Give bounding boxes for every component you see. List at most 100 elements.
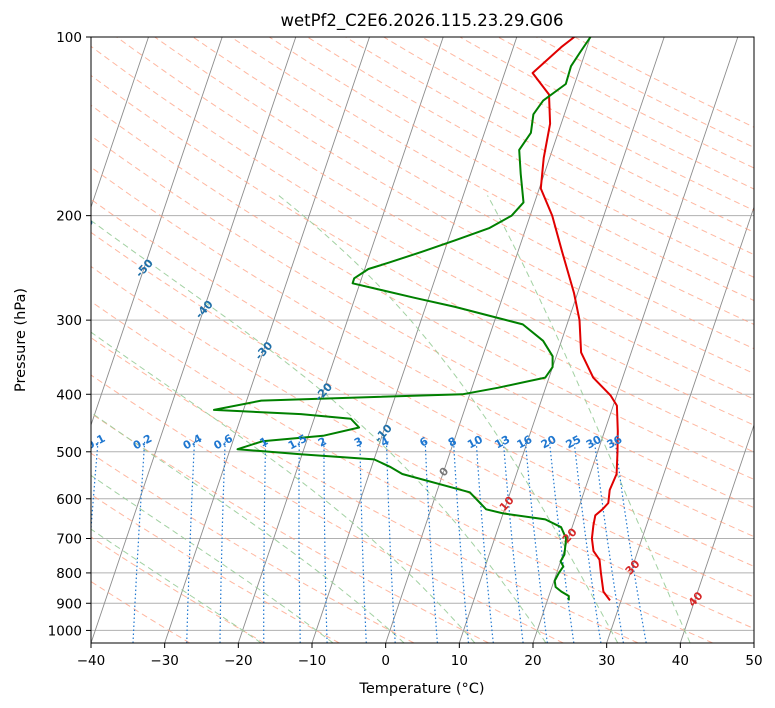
temperature-trace: [531, 37, 619, 601]
isotherm-label: -70: [14, 174, 37, 198]
dry-adiabat-line: [91, 166, 754, 538]
isotherm-line: [606, 205, 754, 643]
y-tick-label: 500: [56, 445, 82, 461]
dry-adiabat-line: [91, 104, 754, 480]
dry-adiabat-line: [91, 412, 489, 643]
dry-adiabat-line: [91, 231, 754, 598]
dry-adiabat-line: [497, 37, 754, 169]
dry-adiabat-line: [383, 37, 754, 233]
isotherm-label: -20: [312, 380, 335, 404]
isotherm-line: [91, 37, 149, 209]
moist-adiabat-line: [487, 195, 691, 643]
isotherm-label: 10: [497, 494, 517, 514]
mixing-ratio-label: 20: [539, 433, 559, 452]
isotherm-line: [311, 37, 518, 643]
dry-adiabat-line: [116, 37, 754, 400]
mixing-ratio-label: 1.5: [286, 432, 309, 453]
dry-adiabat-line: [91, 300, 713, 643]
mixing-ratio-label: 0.2: [131, 432, 154, 453]
dry-adiabat-line: [91, 536, 265, 643]
mixing-ratio-line: [91, 441, 99, 536]
isotherm-line: [164, 37, 370, 643]
dry-adiabat-line: [192, 37, 754, 350]
mixing-ratio-line: [548, 441, 575, 643]
mixing-ratio-line: [132, 441, 146, 643]
y-tick-label: 400: [56, 387, 82, 403]
mixing-ratio-label: 0.1: [84, 432, 107, 453]
moist-adiabat-line: [91, 331, 476, 643]
x-tick-label: 0: [381, 653, 390, 669]
isotherm-line: [753, 641, 754, 643]
isotherm-line: [458, 37, 665, 643]
dry-adiabat-line: [91, 337, 639, 643]
y-tick-label: 800: [56, 566, 82, 582]
axes: −40 −30 −20 −10 0 10 20 30 40 5010020030040050060…: [48, 30, 763, 669]
y-tick-label: 1000: [48, 623, 82, 639]
dry-adiabat-line: [536, 37, 754, 149]
dry-adiabat-line: [91, 45, 754, 426]
moist-adiabat-line: [91, 528, 262, 643]
x-tick-label: 20: [524, 653, 541, 669]
x-tick-label: −10: [298, 653, 327, 669]
mixing-ratio-label: 8: [446, 435, 459, 450]
mixing-ratio-label: 2: [316, 435, 329, 450]
grid-lines: [0, 37, 754, 643]
isotherm-line: [0, 37, 75, 643]
mixing-ratio-line: [573, 441, 602, 643]
dry-adiabat-line: [230, 37, 754, 325]
mixing-ratio-line: [359, 441, 367, 643]
y-tick-label: 300: [56, 313, 82, 329]
y-tick-label: 700: [56, 532, 82, 548]
moist-adiabat-line: [91, 474, 334, 643]
reference-lines: [91, 37, 754, 643]
mixing-ratio-label: 0.6: [212, 432, 236, 453]
x-tick-label: 40: [672, 653, 689, 669]
x-axis-title: Temperature (°C): [358, 681, 484, 697]
y-tick-label: 600: [56, 492, 82, 508]
mixing-ratio-label: 13: [493, 433, 513, 452]
dry-adiabat-line: [459, 37, 754, 190]
isotherm-label: -10: [372, 421, 395, 445]
x-tick-label: −20: [224, 653, 253, 669]
mixing-ratio-line: [323, 441, 328, 643]
x-tick-label: −30: [150, 653, 179, 669]
isotherm-label: 0: [437, 465, 452, 480]
mixing-ratio-label: 30: [584, 433, 604, 452]
isotherm-line: [679, 423, 754, 643]
y-tick-label: 900: [56, 596, 82, 612]
chart-title: wetPf2_C2E6.2026.115.23.29.G06: [280, 11, 563, 31]
mixing-ratio-line: [614, 441, 647, 643]
dry-adiabat-line: [91, 374, 564, 643]
y-axis-title: Pressure (hPa): [13, 288, 29, 392]
x-tick-label: 30: [598, 653, 615, 669]
moist-adiabat-line: [91, 219, 547, 643]
plot-frame: [90, 36, 755, 644]
isotherm-label: -30: [252, 339, 275, 363]
mixing-ratio-line: [219, 441, 226, 643]
mixing-ratio-label: 10: [465, 433, 485, 452]
mixing-ratio-line: [298, 441, 301, 643]
x-tick-label: 10: [451, 653, 468, 669]
mixing-ratio-line: [453, 441, 470, 643]
dry-adiabat-line: [91, 74, 754, 453]
x-tick-label: −40: [77, 653, 106, 669]
mixing-ratio-line: [475, 441, 494, 643]
isotherm-label: 30: [623, 557, 643, 577]
isotherm-line: [385, 37, 591, 643]
mixing-ratio-label: 0.4: [181, 432, 205, 453]
mixing-ratio-label: 1: [257, 435, 270, 450]
mixing-ratio-label: 16: [515, 433, 535, 452]
dewpoint-trace: [213, 37, 592, 601]
mixing-ratio-line: [186, 441, 196, 643]
moist-adiabat-line: [278, 195, 619, 643]
isotherm-line: [91, 37, 223, 427]
moist-adiabat-line: [91, 411, 405, 643]
y-tick-label: 200: [56, 209, 82, 225]
x-tick-label: 50: [745, 653, 762, 669]
dry-adiabat-line: [574, 37, 754, 128]
mixing-ratio-label: 36: [605, 433, 625, 452]
mixing-ratio-label: 6: [417, 434, 430, 449]
y-tick-label: 100: [56, 30, 82, 46]
isotherm-line: [91, 37, 297, 643]
